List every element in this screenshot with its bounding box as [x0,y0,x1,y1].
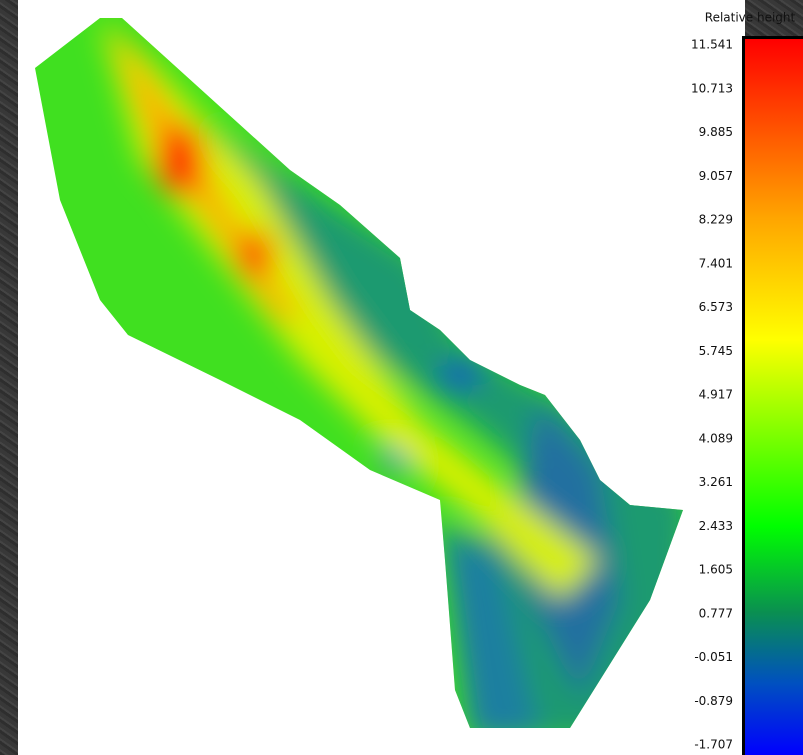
colorbar-tick-label: -0.879 [694,694,733,708]
colorbar-tick-label: 4.917 [699,388,733,402]
colorbar-tick-label: 9.057 [699,169,733,183]
map: Relative height 11.541 10.713 9.885 9.057 8.… [0,0,803,755]
colorbar-tick-label: 1.605 [699,563,733,577]
colorbar-tick-label: 5.745 [699,344,733,358]
colorbar-tick-label: 10.713 [691,81,733,95]
colorbar-tick-label: 4.089 [699,431,733,445]
colorbar-tick-label: 0.777 [699,606,733,620]
colorbar-tick-label: 3.261 [699,475,733,489]
colorbar-tick-label: 8.229 [699,213,733,227]
colorbar-tick-label: 7.401 [699,256,733,270]
colorbar-tick-label: -1.707 [694,738,733,752]
colorbar-title: Relative height [705,11,796,25]
colorbar [745,39,803,755]
colorbar-tick-label: 11.541 [691,38,733,52]
terrain [0,0,700,755]
colorbar-tick-label: 6.573 [699,300,733,314]
screenshot: Relative height 11.541 10.713 9.885 9.057 8.… [0,0,803,755]
colorbar-tick-label: -0.051 [694,650,733,664]
colorbar-tick-label: 2.433 [699,519,733,533]
colorbar-tick-label: 9.885 [699,125,733,139]
